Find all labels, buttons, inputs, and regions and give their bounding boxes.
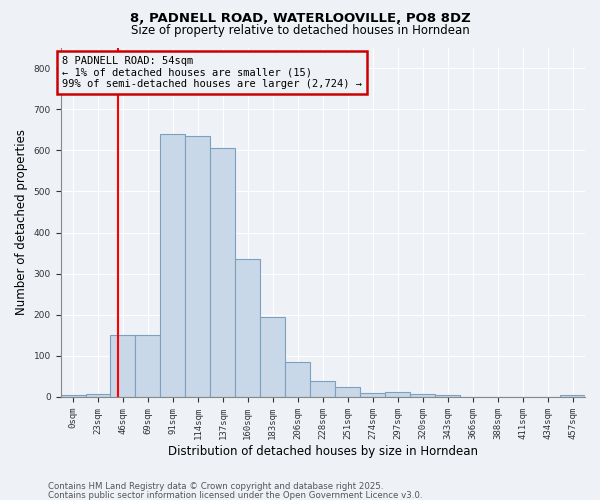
Bar [160, 134, 185, 397]
Bar [185, 136, 211, 397]
Bar [260, 317, 286, 397]
Text: Size of property relative to detached houses in Horndean: Size of property relative to detached ho… [131, 24, 469, 37]
Bar [310, 380, 335, 397]
Bar [136, 336, 160, 397]
X-axis label: Distribution of detached houses by size in Horndean: Distribution of detached houses by size … [168, 444, 478, 458]
Text: 8 PADNELL ROAD: 54sqm
← 1% of detached houses are smaller (15)
99% of semi-detac: 8 PADNELL ROAD: 54sqm ← 1% of detached h… [62, 56, 362, 89]
Bar [61, 395, 86, 397]
Bar [360, 393, 385, 397]
Bar [560, 395, 585, 397]
Bar [385, 392, 410, 397]
Bar [335, 386, 360, 397]
Bar [211, 148, 235, 397]
Bar [110, 336, 136, 397]
Text: Contains HM Land Registry data © Crown copyright and database right 2025.: Contains HM Land Registry data © Crown c… [48, 482, 383, 491]
Text: Contains public sector information licensed under the Open Government Licence v3: Contains public sector information licen… [48, 490, 422, 500]
Text: 8, PADNELL ROAD, WATERLOOVILLE, PO8 8DZ: 8, PADNELL ROAD, WATERLOOVILLE, PO8 8DZ [130, 12, 470, 26]
Bar [435, 395, 460, 397]
Bar [286, 362, 310, 397]
Bar [86, 394, 110, 397]
Y-axis label: Number of detached properties: Number of detached properties [15, 129, 28, 315]
Bar [410, 394, 435, 397]
Bar [235, 259, 260, 397]
